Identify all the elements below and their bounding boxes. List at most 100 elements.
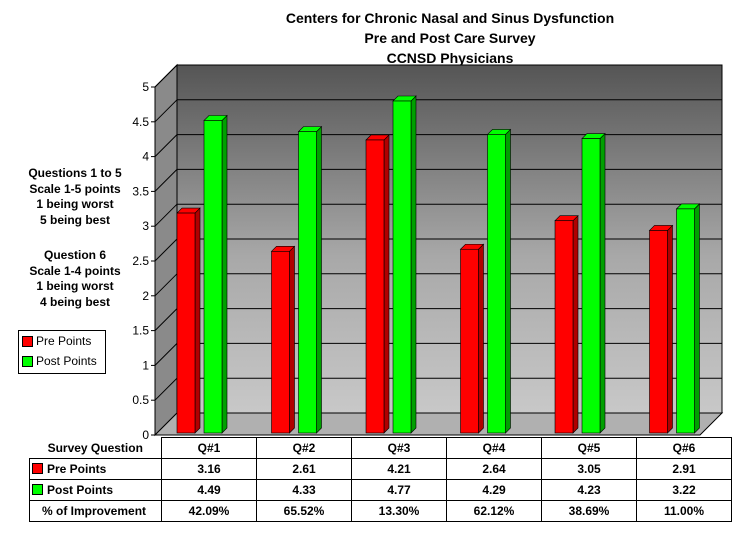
y-tick-label: 1.5	[132, 324, 149, 338]
table-cell: 4.77	[351, 479, 447, 501]
legend-swatch-pre	[22, 335, 33, 347]
table-cell: 38.69%	[541, 500, 637, 522]
gridline-diagonal	[154, 308, 178, 331]
bar-side	[694, 203, 700, 434]
table-cell: 2.91	[636, 458, 732, 480]
gridline-diagonal	[154, 377, 178, 401]
note-line: Question 6	[43, 248, 106, 262]
row-label-text: Pre Points	[47, 462, 107, 476]
table-cell: 4.29	[446, 479, 542, 501]
note-line: 5 being best	[39, 212, 110, 227]
note-line: Scale 1-5 points	[29, 181, 121, 196]
table-header-label: Survey Question	[47, 440, 143, 455]
y-tick-label: 3.5	[132, 184, 149, 198]
table-cell: 4.49	[161, 479, 257, 501]
gridline-diagonal	[154, 203, 178, 227]
y-tick-label: 2	[142, 289, 149, 303]
table-col-header: Q#3	[351, 437, 447, 459]
y-tick-label: 0.5	[132, 393, 149, 407]
bar-side	[505, 128, 511, 434]
bar-side	[289, 245, 295, 434]
bar-pre	[554, 220, 574, 434]
bar-post	[203, 120, 223, 434]
bar-post	[487, 134, 506, 434]
table-row: Post Points 4.49 4.33 4.77 4.29 4.23 3.2…	[29, 479, 732, 501]
bar-pre	[460, 248, 479, 434]
bar-chart: 0 0.5 1 1.5 2 2.5 3 3.5 4 4.5 5	[132, 63, 724, 440]
row-label-text: Post Points	[47, 483, 114, 497]
gridline-diagonal	[154, 343, 178, 366]
table-cell: 42.09%	[161, 500, 257, 522]
note-line: 1 being worst	[36, 197, 114, 211]
note-line: Scale 1-4 points	[29, 263, 121, 278]
bar-post	[298, 131, 317, 434]
gridline-diagonal	[154, 64, 178, 88]
note-line: 1 being worst	[36, 279, 114, 293]
table-col-header: Q#6	[636, 437, 732, 459]
bar-side	[221, 114, 228, 434]
table-cell: 4.21	[351, 458, 447, 480]
bar-post	[581, 138, 601, 434]
chart-title: Centers for Chronic Nasal and Sinus Dysf…	[150, 8, 750, 68]
chart-legend: Pre Points Post Points	[18, 330, 106, 374]
bar-side	[478, 243, 484, 434]
gridline-diagonal	[154, 273, 178, 297]
table-row-label: % of Improvement	[29, 500, 162, 522]
title-line-3: CCNSD Physicians	[386, 50, 514, 66]
bar-side	[383, 134, 390, 434]
table-cell: 4.33	[256, 479, 352, 501]
legend-label-post: Post Points	[36, 354, 97, 368]
legend-swatch-post	[22, 355, 33, 367]
bar-side	[194, 207, 201, 434]
y-tick-label: 1	[142, 358, 149, 372]
table-row-label: Pre Points	[29, 458, 162, 480]
gridline-diagonal	[154, 238, 178, 262]
row-swatch-pre	[32, 463, 43, 474]
bar-post	[676, 208, 695, 434]
table-cell: 3.05	[541, 458, 637, 480]
table-col-header: Q#2	[256, 437, 352, 459]
legend-label-pre: Pre Points	[36, 334, 92, 348]
bar-pre	[649, 230, 668, 434]
table-cell: 62.12%	[446, 500, 542, 522]
table-cell: 3.22	[636, 479, 732, 501]
table-cell: 2.64	[446, 458, 542, 480]
scale-note-q1-5: Questions 1 to 5 Scale 1-5 points 1 bein…	[0, 166, 150, 228]
table-col-header: Q#4	[446, 437, 542, 459]
row-swatch-post	[32, 484, 43, 495]
table-col-header: Q#5	[541, 437, 637, 459]
y-tick-label: 3	[142, 219, 149, 233]
plot-floor	[153, 412, 724, 436]
table-row: Pre Points 3.16 2.61 4.21 2.64 3.05 2.91	[29, 458, 732, 480]
bar-pre	[176, 212, 196, 434]
table-header-row: Survey Question Q#1 Q#2 Q#3 Q#4 Q#5 Q#6	[30, 437, 732, 459]
bar-post	[392, 100, 412, 434]
data-table: Survey Question Q#1 Q#2 Q#3 Q#4 Q#5 Q#6 …	[29, 437, 732, 522]
y-tick-label: 2.5	[132, 254, 149, 268]
table-cell: 3.16	[161, 458, 257, 480]
legend-entry-pre: Pre Points	[19, 331, 105, 351]
scale-note-q6: Question 6 Scale 1-4 points 1 being wors…	[0, 248, 150, 310]
gridline-diagonal	[154, 134, 178, 157]
legend-entry-post: Post Points	[19, 351, 105, 371]
y-tick-label: 0	[142, 428, 149, 440]
bar-pre	[271, 251, 290, 434]
gridline-diagonal	[154, 99, 178, 123]
bar-side	[572, 214, 579, 434]
bar-side	[599, 132, 606, 434]
bar-side	[667, 224, 673, 434]
table-cell: 13.30%	[351, 500, 447, 522]
bar-pre	[365, 139, 385, 434]
table-row: % of Improvement 42.09% 65.52% 13.30% 62…	[29, 500, 732, 522]
bar-side	[316, 125, 322, 434]
title-line-1: Centers for Chronic Nasal and Sinus Dysf…	[285, 10, 615, 26]
table-cell: 4.23	[541, 479, 637, 501]
bar-side	[410, 95, 417, 434]
y-tick-label: 4	[142, 150, 149, 164]
table-row-label: Post Points	[29, 479, 162, 501]
note-line: Questions 1 to 5	[28, 166, 122, 180]
y-tick-label: 4.5	[132, 115, 149, 129]
table-cell: 2.61	[256, 458, 352, 480]
gridline-diagonal	[154, 169, 178, 192]
table-cell: 65.52%	[256, 500, 352, 522]
